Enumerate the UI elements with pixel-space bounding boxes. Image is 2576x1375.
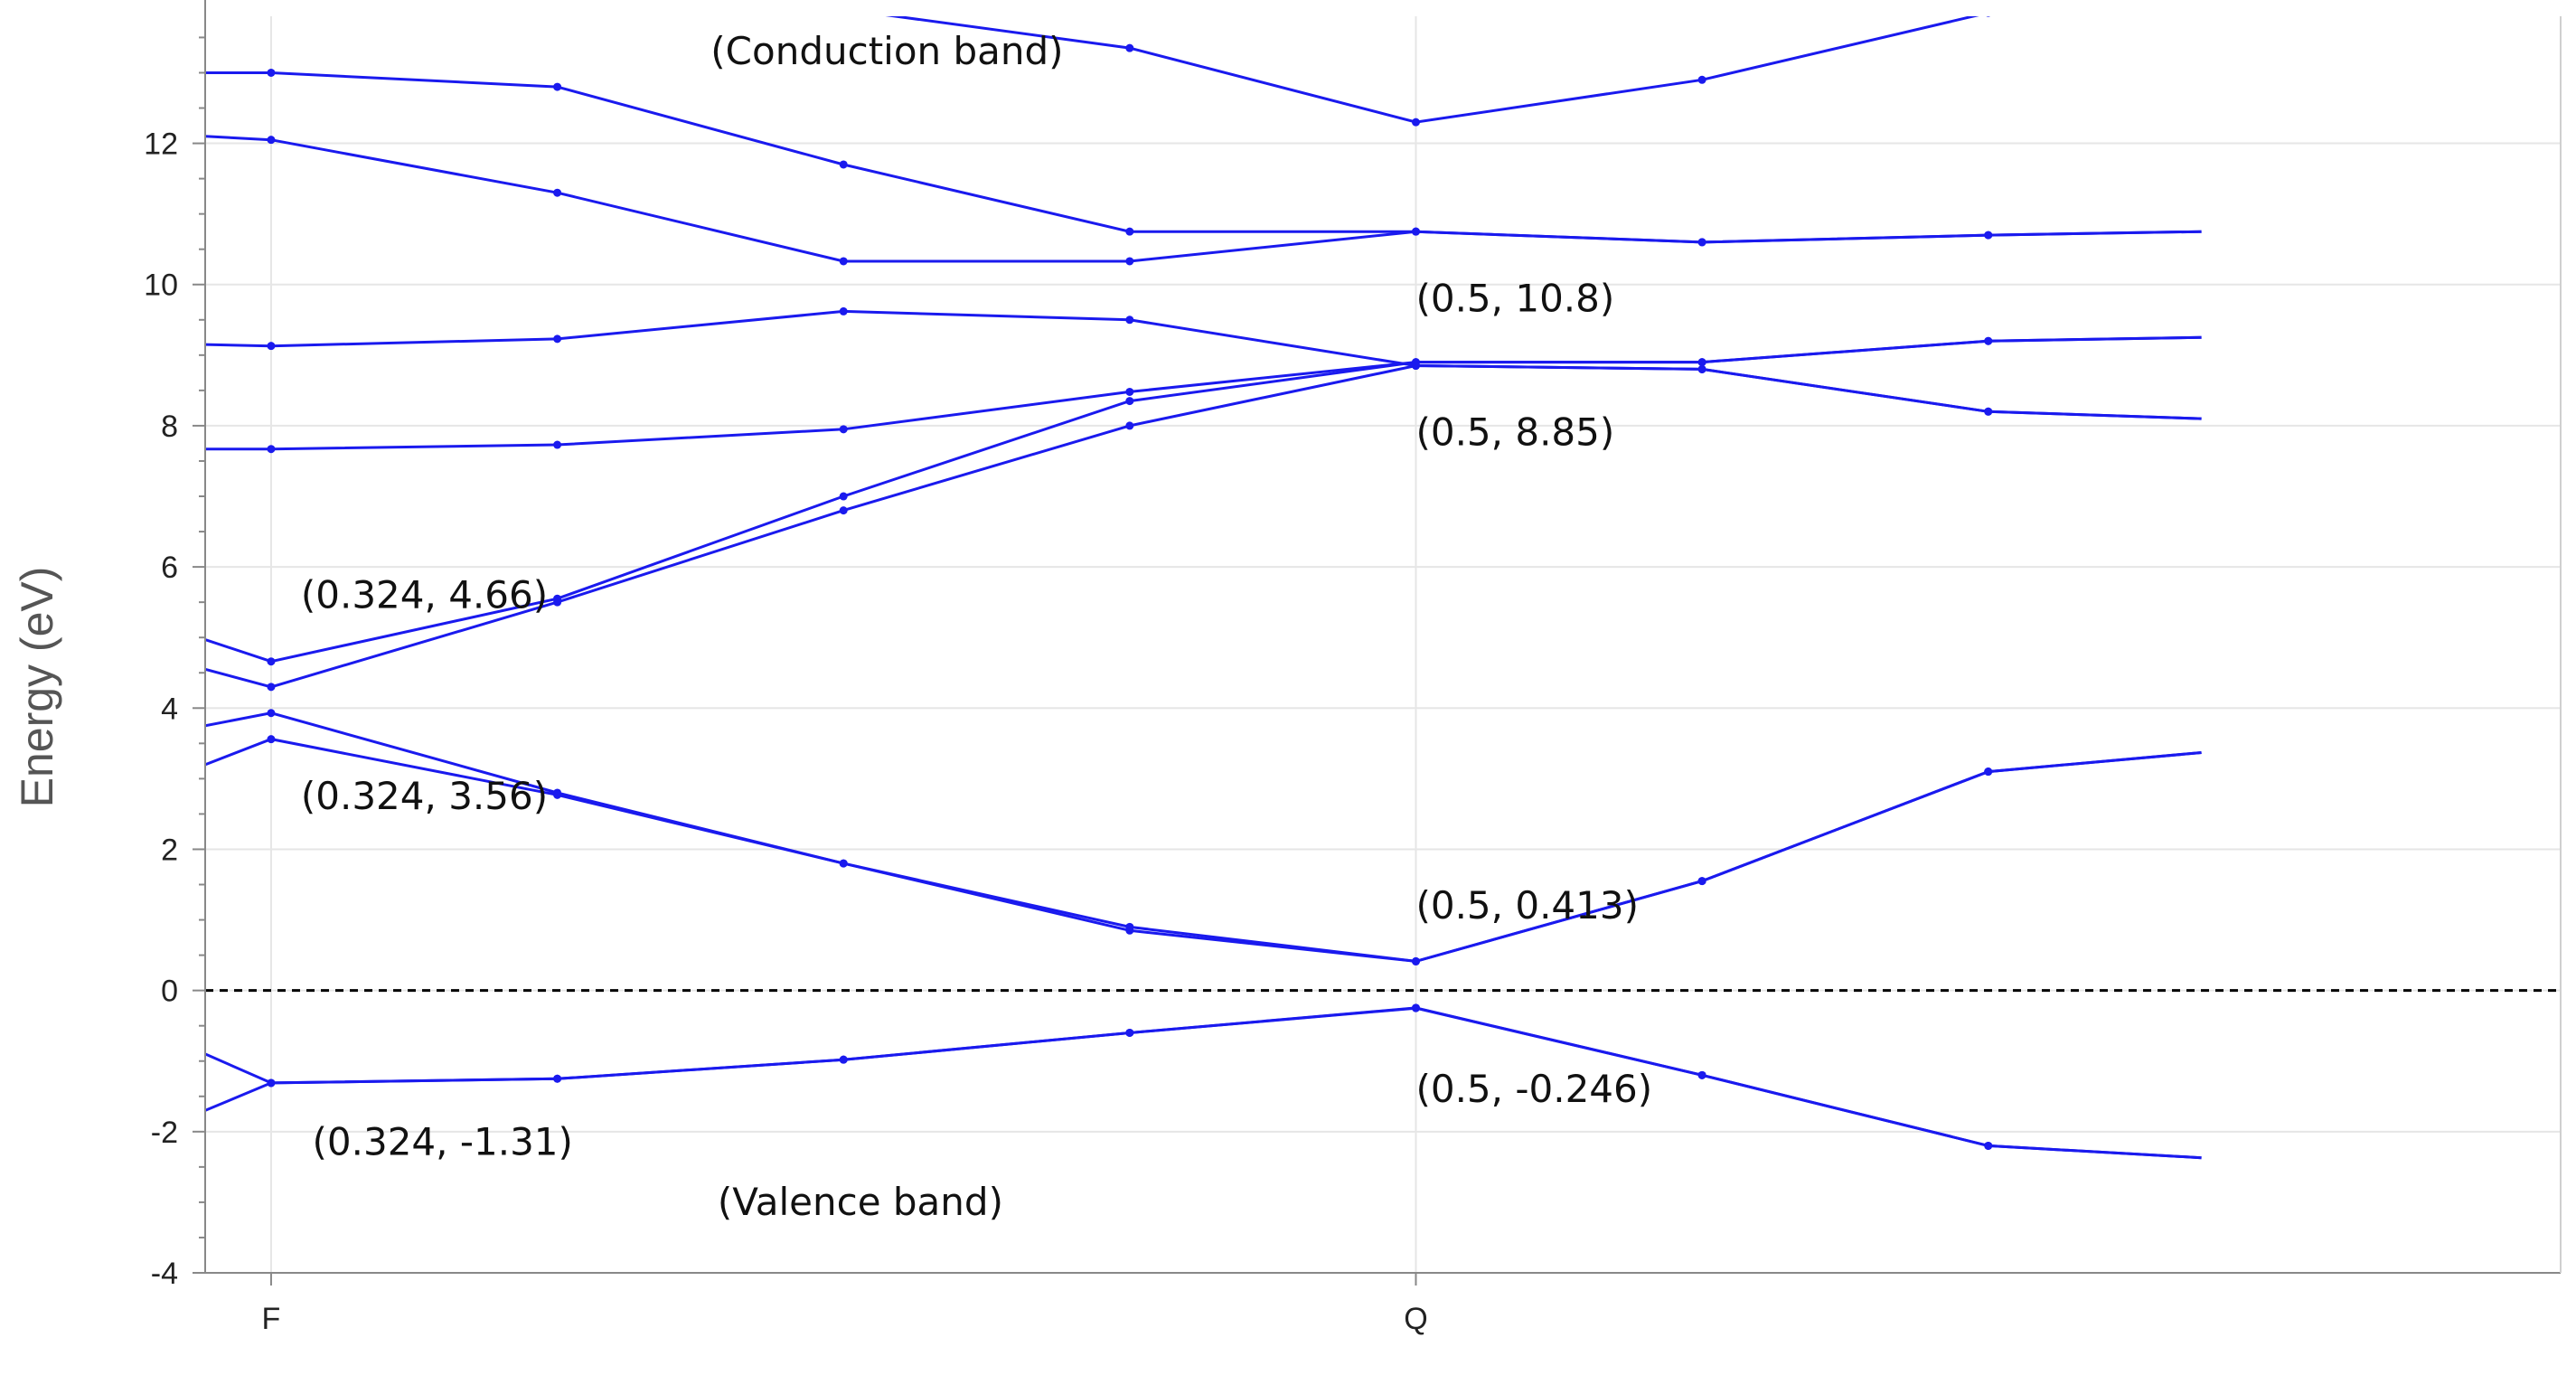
band-point bbox=[1697, 75, 1706, 84]
band-point bbox=[1125, 257, 1134, 266]
band-point bbox=[1697, 877, 1706, 886]
band-point bbox=[1125, 421, 1134, 430]
annotation-label: (Conduction band) bbox=[710, 29, 1063, 73]
y-tick-label: 6 bbox=[161, 551, 178, 585]
band-point bbox=[553, 334, 562, 344]
band-point bbox=[267, 735, 276, 744]
annotation-label: (0.324, 3.56) bbox=[301, 774, 548, 818]
band-point bbox=[1697, 1070, 1706, 1079]
band-point bbox=[1125, 1028, 1134, 1037]
annotation-label: (0.5, 10.8) bbox=[1415, 276, 1614, 320]
band-point bbox=[1984, 231, 1993, 240]
band-point bbox=[1125, 397, 1134, 406]
annotation-label: (0.5, 0.413) bbox=[1415, 883, 1639, 928]
y-axis-label: Energy (eV) bbox=[12, 567, 62, 808]
band-point bbox=[1697, 238, 1706, 247]
annotation-label: (Valence band) bbox=[718, 1180, 1003, 1224]
band-point bbox=[839, 160, 848, 169]
grid-lines bbox=[205, 16, 2561, 1274]
x-tick-label: Q bbox=[1404, 1302, 1427, 1336]
annotation-label: (0.5, -0.246) bbox=[1415, 1067, 1652, 1111]
band-point bbox=[267, 342, 276, 351]
band-point bbox=[1986, 16, 1990, 17]
band-point bbox=[839, 306, 848, 315]
band-point bbox=[839, 257, 848, 266]
band-point bbox=[839, 1055, 848, 1064]
band-point bbox=[1125, 227, 1134, 236]
band-point bbox=[1411, 956, 1420, 965]
band-point bbox=[1125, 922, 1134, 931]
band-point bbox=[267, 657, 276, 666]
band-point bbox=[267, 136, 276, 145]
y-tick-label: 4 bbox=[161, 692, 178, 726]
band-point bbox=[1125, 43, 1134, 52]
band-point bbox=[840, 5, 848, 14]
band-point bbox=[267, 1078, 276, 1088]
band-point bbox=[553, 188, 562, 197]
band-point bbox=[839, 425, 848, 434]
band-point bbox=[1984, 768, 1993, 777]
band-point bbox=[267, 709, 276, 718]
band-point bbox=[553, 440, 562, 449]
y-tick-label: 0 bbox=[161, 975, 178, 1009]
band-line-4 bbox=[205, 711, 2202, 963]
band-line-5 bbox=[205, 363, 2202, 689]
x-tick-label: F bbox=[262, 1302, 281, 1336]
band-point bbox=[1411, 118, 1420, 127]
band-point bbox=[1697, 358, 1706, 367]
band-point bbox=[1125, 315, 1134, 325]
band-line-9 bbox=[205, 135, 2202, 263]
band-point bbox=[267, 445, 276, 454]
band-point bbox=[1984, 1141, 1993, 1150]
y-tick-label: 8 bbox=[161, 410, 178, 444]
y-tick-label: 12 bbox=[144, 127, 178, 162]
annotation-label: (0.5, 8.85) bbox=[1415, 410, 1614, 455]
y-tick-label: 2 bbox=[161, 833, 178, 867]
band-line-3 bbox=[205, 738, 2202, 963]
band-point bbox=[1125, 387, 1134, 396]
band-point bbox=[267, 683, 276, 692]
y-tick-label: -4 bbox=[151, 1257, 178, 1291]
annotations: (Conduction band) (0.5, 10.8) (0.5, 8.85) (… bbox=[301, 29, 1652, 1224]
band-line-10 bbox=[205, 71, 2202, 244]
band-series bbox=[205, 5, 2202, 1160]
band-line-8 bbox=[205, 309, 2202, 420]
band-point bbox=[1411, 1003, 1420, 1012]
band-point bbox=[1697, 364, 1706, 373]
annotation-label: (0.324, -1.31) bbox=[313, 1120, 573, 1164]
band-point bbox=[267, 68, 276, 77]
band-point bbox=[553, 788, 562, 797]
band-point bbox=[1984, 407, 1993, 416]
band-point bbox=[1411, 227, 1420, 236]
band-point bbox=[553, 594, 562, 603]
band-point bbox=[553, 1074, 562, 1083]
band-point bbox=[839, 506, 848, 515]
band-point bbox=[1411, 362, 1420, 371]
band-point bbox=[1984, 336, 1993, 345]
band-point bbox=[553, 82, 562, 91]
band-point bbox=[839, 492, 848, 501]
y-axis-ticks: -4 -2 0 2 4 6 8 10 12 bbox=[144, 36, 205, 1291]
band-point bbox=[839, 859, 848, 868]
y-tick-label: 10 bbox=[144, 268, 178, 303]
band-line-7 bbox=[205, 335, 2202, 451]
y-tick-label: -2 bbox=[151, 1116, 178, 1150]
annotation-label: (0.324, 4.66) bbox=[301, 572, 548, 617]
